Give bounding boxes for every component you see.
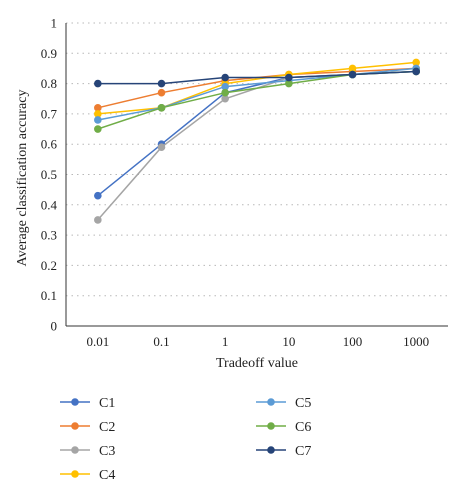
- y-tick-label: 0.9: [41, 46, 57, 61]
- y-tick-label: 0.2: [41, 258, 57, 273]
- y-tick-label: 0.8: [41, 76, 57, 91]
- data-point: [94, 125, 102, 133]
- data-point: [94, 110, 102, 118]
- legend-marker: [267, 398, 275, 406]
- series-line: [97, 67, 417, 121]
- series-line: [97, 70, 417, 221]
- data-point: [94, 116, 102, 124]
- gridlines: [66, 22, 448, 297]
- y-tick-label: 1: [51, 16, 58, 31]
- legend-item-c6: C6: [256, 420, 311, 435]
- legend-marker: [71, 398, 79, 406]
- data-point: [157, 88, 166, 97]
- series-c7: [94, 67, 420, 88]
- x-tick-label: 10: [282, 334, 295, 349]
- data-point: [221, 94, 229, 103]
- data-point: [412, 58, 420, 67]
- legend-item-c5: C5: [256, 396, 311, 411]
- x-tick-label: 0.1: [153, 334, 169, 349]
- series-group: [94, 58, 420, 224]
- y-axis-title: Average classification accuracy: [15, 90, 30, 267]
- legend-item-c3: C3: [60, 444, 115, 459]
- legend-marker: [71, 422, 79, 430]
- y-tick-label: 0.3: [41, 228, 57, 243]
- data-point: [94, 216, 102, 224]
- data-point: [285, 79, 293, 88]
- data-point: [412, 67, 420, 76]
- legend-marker: [71, 470, 79, 478]
- data-point: [348, 70, 357, 79]
- data-point: [285, 73, 293, 82]
- legend-marker: [267, 422, 275, 430]
- data-point: [157, 143, 166, 152]
- legend-label: C1: [99, 396, 115, 411]
- legend-label: C5: [295, 396, 311, 411]
- y-tick-label: 0.7: [41, 106, 58, 121]
- legend-label: C2: [99, 420, 115, 435]
- y-tick-label: 0.4: [41, 197, 58, 212]
- series-line: [97, 70, 417, 130]
- y-tick-label: 0.5: [41, 167, 57, 182]
- data-point: [94, 79, 102, 88]
- data-point: [221, 88, 229, 97]
- data-point: [157, 79, 166, 88]
- legend: C1 C2 C3 C4 C5 C6 C7: [60, 396, 311, 483]
- legend-label: C6: [295, 420, 311, 435]
- data-point: [221, 82, 229, 91]
- y-tick-label: 0.6: [41, 137, 58, 152]
- x-tick-label: 1000: [403, 334, 429, 349]
- x-tick-label: 1: [222, 334, 229, 349]
- y-tick-label: 0.1: [41, 288, 57, 303]
- x-axis-title: Tradeoff value: [216, 356, 298, 371]
- legend-label: C7: [295, 444, 311, 459]
- legend-label: C3: [99, 444, 115, 459]
- legend-marker: [267, 446, 275, 454]
- data-point: [157, 104, 166, 112]
- y-tick-labels: 0 0.1 0.2 0.3 0.4 0.5 0.6 0.7 0.8 0.9 1: [41, 16, 58, 334]
- y-tick-label: 0: [51, 319, 58, 334]
- axes: [65, 23, 448, 327]
- legend-item-c1: C1: [60, 396, 115, 411]
- x-tick-labels: 0.01 0.1 1 10 100 1000: [86, 334, 429, 349]
- series-line: [97, 61, 417, 115]
- series-line: [97, 70, 417, 85]
- legend-label: C4: [99, 468, 115, 483]
- x-tick-label: 0.01: [86, 334, 109, 349]
- data-point: [94, 104, 102, 112]
- x-tick-label: 100: [343, 334, 363, 349]
- legend-item-c2: C2: [60, 420, 115, 435]
- data-point: [348, 64, 357, 73]
- data-point: [221, 73, 229, 82]
- legend-item-c7: C7: [256, 444, 311, 459]
- series-line: [97, 70, 417, 197]
- data-point: [94, 191, 102, 200]
- legend-item-c4: C4: [60, 468, 115, 483]
- series-c3: [94, 67, 420, 224]
- legend-marker: [71, 446, 79, 454]
